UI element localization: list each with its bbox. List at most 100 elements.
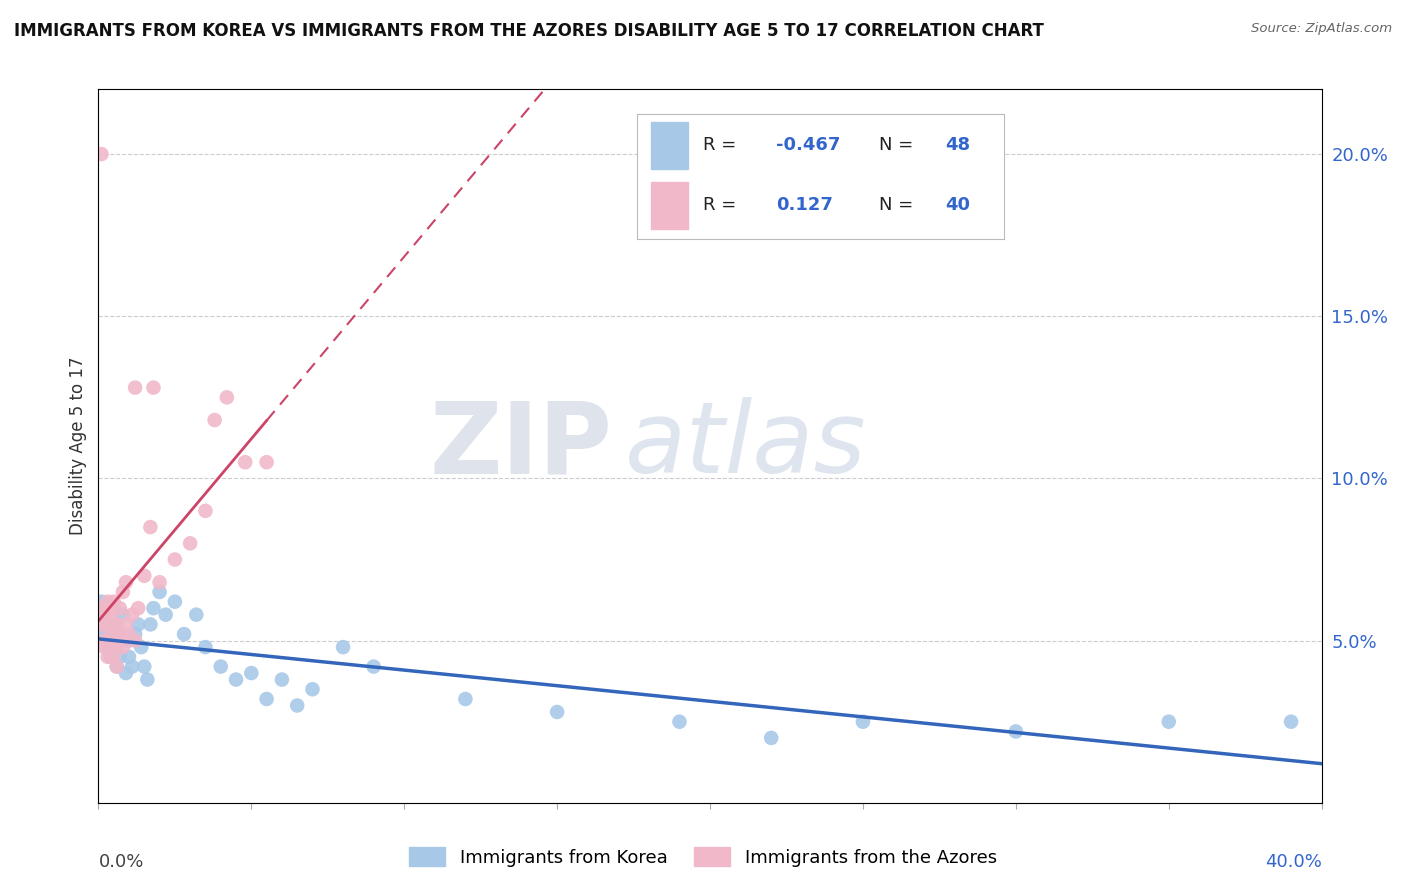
Point [149,585,172,599]
Point [209,659,232,673]
Point [90,147,112,161]
Point [454,692,477,706]
Point [186,607,208,622]
Point [97,617,120,632]
Point [139,520,162,534]
Point [103,633,125,648]
Point [115,617,138,632]
Point [108,627,131,641]
Point [97,617,120,632]
Point [118,633,141,648]
Point [124,381,146,395]
Point [103,595,125,609]
Point [852,714,875,729]
Point [100,633,122,648]
Point [100,601,122,615]
Text: Source: ZipAtlas.com: Source: ZipAtlas.com [1251,22,1392,36]
Text: 40.0%: 40.0% [1265,853,1322,871]
Text: R =: R = [703,196,742,214]
Point [363,659,385,673]
Point [163,552,186,566]
Point [155,607,177,622]
Point [256,692,278,706]
Point [134,659,156,673]
Point [90,617,112,632]
Point [115,575,138,590]
Legend: Immigrants from Korea, Immigrants from the Azores: Immigrants from Korea, Immigrants from t… [402,840,1004,874]
Point [97,595,120,609]
Point [301,682,323,697]
Point [127,617,149,632]
Point [163,595,186,609]
Point [134,568,156,582]
Point [1004,724,1026,739]
Point [215,390,238,404]
Point [108,601,131,615]
Y-axis label: Disability Age 5 to 17: Disability Age 5 to 17 [69,357,87,535]
Point [90,601,112,615]
Text: ZIP: ZIP [429,398,612,494]
Point [103,601,125,615]
Text: 0.0%: 0.0% [98,853,143,871]
Point [97,640,120,654]
Point [93,607,115,622]
Text: 40: 40 [945,196,970,214]
Point [121,659,143,673]
Point [233,455,256,469]
Point [108,649,131,664]
Point [105,659,128,673]
Point [108,627,131,641]
Text: IMMIGRANTS FROM KOREA VS IMMIGRANTS FROM THE AZORES DISABILITY AGE 5 TO 17 CORRE: IMMIGRANTS FROM KOREA VS IMMIGRANTS FROM… [14,22,1043,40]
Point [97,649,120,664]
Point [118,627,141,641]
Point [93,607,115,622]
Point [136,673,159,687]
Point [1157,714,1180,729]
Point [256,455,278,469]
Point [1279,714,1302,729]
Point [115,666,138,681]
Bar [651,182,688,229]
Text: atlas: atlas [624,398,866,494]
Point [124,633,146,648]
Text: -0.467: -0.467 [776,136,841,154]
Point [103,649,125,664]
Point [225,673,247,687]
Point [194,504,217,518]
Point [121,607,143,622]
Point [546,705,568,719]
Text: 48: 48 [945,136,970,154]
Point [129,640,152,654]
Point [332,640,354,654]
Point [111,640,134,654]
Point [139,617,162,632]
Point [179,536,201,550]
Point [108,633,131,648]
Point [149,575,172,590]
Point [100,640,122,654]
Point [100,649,122,664]
Point [118,649,141,664]
Point [105,659,128,673]
Point [111,607,134,622]
Point [103,617,125,632]
Point [93,633,115,648]
Point [100,627,122,641]
Point [194,640,217,654]
Text: R =: R = [703,136,742,154]
Point [127,601,149,615]
Point [759,731,782,745]
Point [103,617,125,632]
Point [124,627,146,641]
Point [173,627,195,641]
Point [105,640,128,654]
Point [105,617,128,632]
Bar [651,121,688,169]
Point [111,585,134,599]
Point [105,640,128,654]
Point [270,673,292,687]
Point [142,601,165,615]
Point [668,714,690,729]
Point [204,413,226,427]
Text: N =: N = [879,196,920,214]
